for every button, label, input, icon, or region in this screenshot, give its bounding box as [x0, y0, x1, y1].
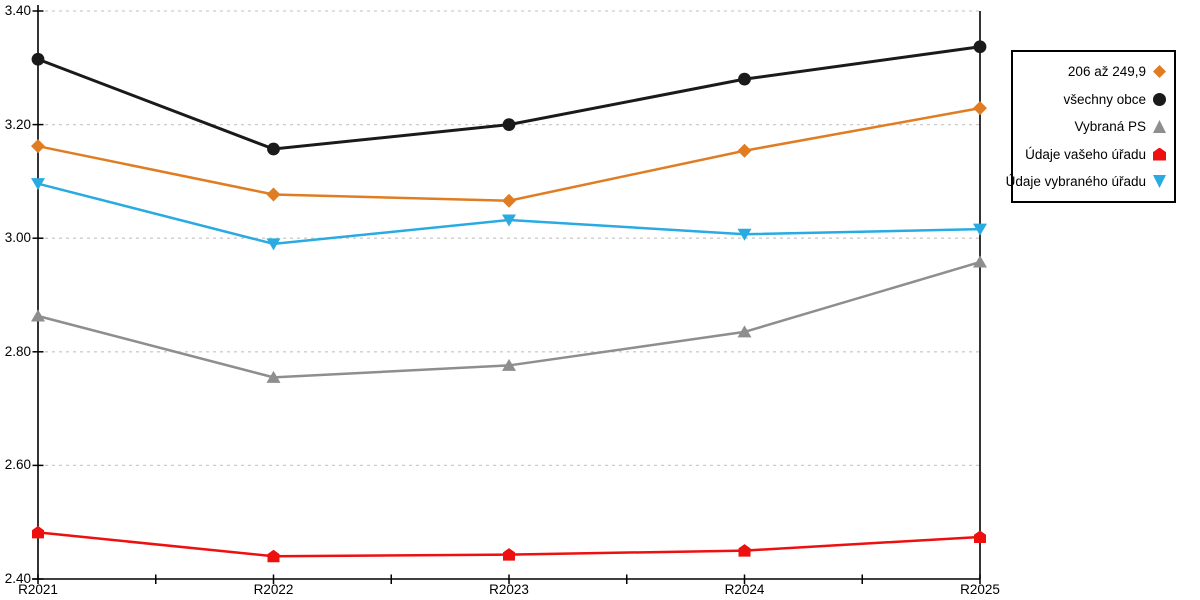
- y-tick-label: 3.40: [4, 3, 31, 18]
- data-point-triangle-up: [266, 370, 281, 383]
- legend-item-206-az-249: 206 až 249,9: [1021, 59, 1166, 84]
- triangle-down-marker-icon: [1153, 175, 1166, 188]
- legend-item-vybrana-ps: Vybraná PS: [1021, 114, 1166, 139]
- data-point-pentagon: [32, 525, 44, 539]
- legend-label: Údaje vašeho úřadu: [1025, 146, 1146, 162]
- legend-item-vsechny-obce: všechny obce: [1021, 87, 1166, 112]
- legend-item-udaje-vybraneho-uradu: Údaje vybraného úřadu: [1006, 169, 1166, 194]
- data-point-triangle-down: [737, 228, 752, 241]
- y-tick-label: 2.40: [4, 571, 31, 586]
- triangle-up-marker-icon: [1153, 120, 1166, 133]
- data-point-circle: [31, 52, 45, 66]
- y-tick-label: 3.00: [4, 230, 31, 246]
- data-point-pentagon: [503, 548, 515, 561]
- data-point-triangle-up: [973, 255, 987, 268]
- x-tick-label: R2022: [253, 582, 294, 597]
- pentagon-marker-icon: [1153, 147, 1166, 161]
- data-point-triangle-down: [502, 214, 516, 227]
- data-point-diamond: [737, 143, 752, 158]
- data-point-circle: [267, 142, 280, 156]
- legend: 206 až 249,9 všechny obce Vybraná PS Úda…: [1006, 50, 1176, 203]
- x-tick-label: R2024: [724, 582, 765, 597]
- data-point-pentagon: [974, 530, 986, 543]
- x-tick-label: R2023: [489, 582, 529, 597]
- legend-item-udaje-vaseho-uradu: Údaje vašeho úřadu: [1021, 142, 1166, 167]
- data-point-triangle-up: [31, 309, 45, 322]
- data-point-pentagon: [267, 549, 280, 563]
- x-tick-label: R2021: [18, 582, 58, 597]
- circle-marker-icon: [1153, 92, 1166, 106]
- data-point-triangle-up: [737, 325, 752, 338]
- legend-label: Údaje vybraného úřadu: [1005, 174, 1146, 189]
- data-point-diamond: [502, 193, 516, 208]
- y-tick-label: 3.20: [4, 116, 31, 132]
- data-point-circle: [502, 118, 516, 131]
- data-point-diamond: [973, 101, 987, 116]
- data-point-circle: [973, 40, 987, 54]
- data-point-pentagon: [738, 544, 751, 557]
- data-point-circle: [738, 72, 751, 86]
- data-point-triangle-up: [502, 358, 516, 371]
- data-point-triangle-down: [973, 223, 987, 236]
- diamond-marker-icon: [1153, 65, 1166, 78]
- legend-label: všechny obce: [1063, 91, 1146, 107]
- data-point-triangle-down: [266, 238, 281, 251]
- y-tick-label: 2.80: [4, 343, 31, 359]
- y-tick-label: 2.60: [4, 457, 31, 473]
- data-point-diamond: [266, 187, 281, 202]
- data-point-diamond: [31, 139, 45, 154]
- series-line-4: [37, 182, 981, 246]
- data-point-triangle-down: [31, 178, 45, 191]
- legend-label: Vybraná PS: [1074, 119, 1146, 134]
- legend-label: 206 až 249,9: [1067, 64, 1146, 79]
- x-tick-label: R2025: [960, 582, 1000, 597]
